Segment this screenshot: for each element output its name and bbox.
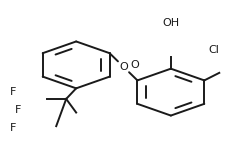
Text: O: O xyxy=(119,62,128,72)
Text: F: F xyxy=(10,123,16,133)
Text: O: O xyxy=(130,60,139,70)
Text: OH: OH xyxy=(162,18,179,28)
Text: F: F xyxy=(15,105,21,115)
Text: F: F xyxy=(10,87,16,97)
Text: Cl: Cl xyxy=(208,45,219,55)
